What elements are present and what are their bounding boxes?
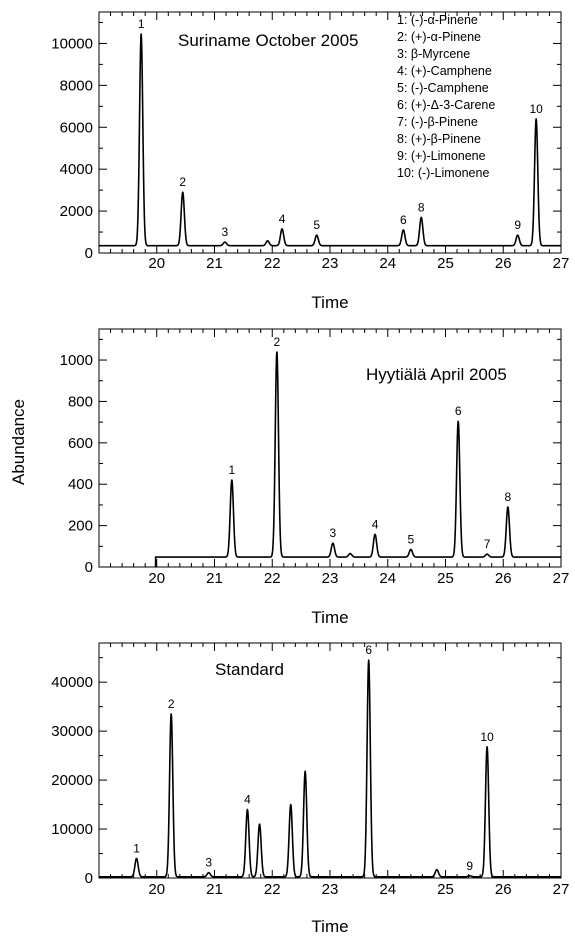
x-tick-label: 20 [148,570,165,587]
y-tick-label: 30000 [51,723,93,740]
legend-entry: 3: β-Myrcene [397,47,470,61]
peak-label: 1 [133,841,140,855]
peak-label: 2 [274,335,281,349]
x-tick-label: 24 [379,570,396,587]
x-tick-label: 21 [206,255,223,272]
y-tick-label: 6000 [60,119,93,136]
peak-label: 9 [466,859,473,873]
peak-label: 2 [179,175,186,189]
chart-panel-1: 20 21 22 23 24 25 26 270200040006000800010000Ti… [51,11,570,312]
peak-label: 6 [365,643,372,657]
legend-entry: 5: (-)-Camphene [397,81,489,95]
chart-panel-2: 20 21 22 23 24 25 26 2702004006008001000TimeHyy… [60,328,570,627]
y-tick-label: 8000 [60,77,93,94]
x-tick-label: 22 [264,881,281,898]
x-tick-label: 26 [495,881,512,898]
y-axis-title: Abundance [9,399,28,485]
peak-label: 4 [244,792,251,806]
x-tick-label: 24 [379,881,396,898]
x-tick-label: 24 [379,255,396,272]
x-tick-label: 22 [264,570,281,587]
peak-label: 6 [455,404,462,418]
legend: 1: (-)-α-Pinene 2: (+)-α-Pinene 3: β-Myrce… [397,13,495,180]
peak-label: 2 [168,697,175,711]
x-tick-label: 25 [437,570,454,587]
peak-label: 5 [408,532,415,546]
x-tick-label: 26 [495,255,512,272]
x-tick-label: 21 [206,881,223,898]
y-tick-label: 400 [68,476,93,493]
x-tick-label: 23 [322,570,339,587]
y-tick-label: 0 [85,245,93,262]
peak-label: 3 [205,856,212,870]
x-tick-label: 25 [437,255,454,272]
legend-entry: 2: (+)-α-Pinene [397,30,481,44]
x-tick-label: 27 [553,255,570,272]
peak-label: 1 [138,17,145,31]
legend-entry: 6: (+)-Δ-3-Carene [397,98,495,112]
peak-label: 3 [330,526,337,540]
y-tick-label: 0 [85,559,93,576]
y-tick-label: 40000 [51,674,93,691]
chart-panels: 20 21 22 23 24 25 26 270200040006000800010000Ti… [51,11,570,936]
x-tick-label: 27 [553,881,570,898]
x-tick-label: 23 [322,255,339,272]
x-tick-label: 23 [322,881,339,898]
peak-label: 9 [514,218,521,232]
x-axis-title: Time [311,608,348,627]
peak-label: 4 [372,517,379,531]
peak-label: 8 [418,200,425,214]
peak-label: 7 [484,537,491,551]
y-tick-label: 10000 [51,821,93,838]
x-tick-label: 20 [148,255,165,272]
x-tick-label: 20 [148,881,165,898]
y-tick-label: 0 [85,870,93,887]
peak-label: 1 [228,463,235,477]
peak-label: 8 [505,490,512,504]
peak-label: 10 [529,102,543,116]
peak-label: 6 [400,213,407,227]
x-tick-label: 25 [437,881,454,898]
chromatogram-trace [98,33,562,247]
x-tick-label: 27 [553,570,570,587]
legend-entry: 10: (-)-Limonene [397,166,489,180]
peak-label: 4 [279,212,286,226]
chromatogram-trace [154,351,562,567]
x-tick-label: 22 [264,255,281,272]
panel-title: Hyytiälä April 2005 [366,365,507,384]
y-tick-label: 1000 [60,352,93,369]
panel-title: Standard [215,660,284,679]
y-tick-label: 600 [68,435,93,452]
legend-entry: 8: (+)-β-Pinene [397,132,481,146]
x-tick-label: 21 [206,570,223,587]
x-axis-title: Time [311,293,348,312]
chart-panel-3: 20 21 22 23 24 25 26 27010000200003000040000Tim… [51,642,570,936]
y-tick-label: 200 [68,518,93,535]
legend-entry: 1: (-)-α-Pinene [397,13,478,27]
legend-entry: 9: (+)-Limonene [397,149,486,163]
y-tick-label: 800 [68,393,93,410]
peak-label: 5 [313,218,320,232]
y-tick-label: 4000 [60,161,93,178]
y-tick-label: 10000 [51,35,93,52]
y-tick-label: 20000 [51,772,93,789]
panel-title: Suriname October 2005 [178,31,359,50]
x-axis-title: Time [311,917,348,936]
peak-label: 10 [480,730,494,744]
legend-entry: 4: (+)-Camphene [397,64,492,78]
x-tick-label: 26 [495,570,512,587]
peak-label: 3 [222,225,229,239]
legend-entry: 7: (-)-β-Pinene [397,115,478,129]
y-tick-label: 2000 [60,203,93,220]
chromatogram-trace [98,659,562,878]
